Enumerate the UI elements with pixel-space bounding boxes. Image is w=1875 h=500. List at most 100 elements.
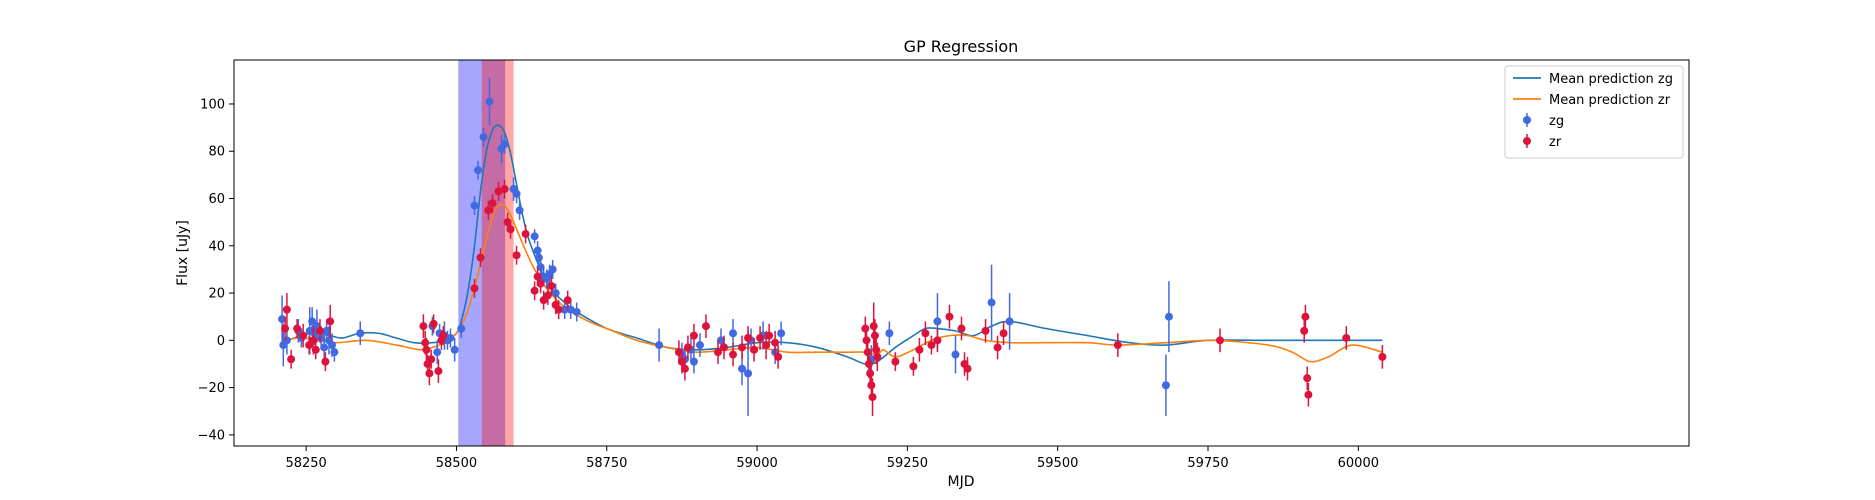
data-point xyxy=(1301,312,1310,321)
data-point xyxy=(439,331,448,340)
data-point xyxy=(717,336,726,345)
data-point xyxy=(500,185,509,194)
data-point xyxy=(695,341,704,350)
data-point xyxy=(868,393,877,402)
data-point xyxy=(427,355,436,364)
data-point xyxy=(1164,312,1173,321)
data-point xyxy=(566,305,575,314)
data-point xyxy=(863,348,872,357)
chart-title: GP Regression xyxy=(904,37,1019,56)
data-point xyxy=(1161,381,1170,390)
data-point xyxy=(450,345,459,354)
data-point xyxy=(993,343,1002,352)
data-point xyxy=(476,253,485,262)
data-point xyxy=(311,345,320,354)
data-point xyxy=(674,348,683,357)
y-tick-label: 0 xyxy=(217,334,225,349)
x-axis-label: MJD xyxy=(948,474,975,490)
legend-box xyxy=(1504,65,1684,159)
data-point xyxy=(729,329,738,338)
legend: Mean prediction zg Mean prediction zr zg zr xyxy=(1504,65,1684,159)
data-point xyxy=(543,291,552,300)
x-tick-label: 58750 xyxy=(586,456,627,471)
data-point xyxy=(488,199,497,208)
data-point xyxy=(774,352,783,361)
shaded-region-2 xyxy=(481,60,514,446)
legend-swatch-zg xyxy=(1523,116,1531,124)
data-point xyxy=(1304,390,1313,399)
data-point xyxy=(655,341,664,350)
data-point xyxy=(470,284,479,293)
data-point xyxy=(425,369,434,378)
data-point xyxy=(282,305,291,314)
data-point xyxy=(915,345,924,354)
data-point xyxy=(729,350,738,359)
data-point xyxy=(933,336,942,345)
data-point xyxy=(551,289,560,298)
data-point xyxy=(326,317,335,326)
data-point xyxy=(315,326,324,335)
data-point xyxy=(515,206,524,215)
data-point xyxy=(500,140,509,149)
data-point xyxy=(503,218,512,227)
series-points-zg xyxy=(278,77,1173,416)
data-point xyxy=(434,367,443,376)
data-point xyxy=(1113,341,1122,350)
data-point xyxy=(765,331,774,340)
data-point xyxy=(945,312,954,321)
data-point xyxy=(981,326,990,335)
legend-label-mean-prediction-zr: Mean prediction zr xyxy=(1549,93,1671,108)
data-point xyxy=(293,324,302,333)
data-point xyxy=(563,296,572,305)
data-point xyxy=(330,348,339,357)
data-point xyxy=(867,381,876,390)
data-point xyxy=(909,362,918,371)
data-point xyxy=(536,279,545,288)
data-point xyxy=(963,364,972,373)
data-point xyxy=(933,317,942,326)
data-point xyxy=(720,343,729,352)
data-point xyxy=(446,333,455,342)
y-axis-label: Flux [uJy] xyxy=(175,220,191,286)
legend-label-mean-prediction-zg: Mean prediction zg xyxy=(1549,72,1673,87)
data-point xyxy=(533,272,542,281)
data-point xyxy=(421,338,430,347)
data-point xyxy=(885,329,894,338)
data-point xyxy=(864,359,873,368)
data-point xyxy=(521,229,530,238)
data-point xyxy=(762,341,771,350)
data-point xyxy=(534,253,543,262)
data-point xyxy=(479,133,488,142)
data-point xyxy=(470,201,479,210)
data-point xyxy=(999,329,1008,338)
legend-swatch-zr xyxy=(1523,137,1531,145)
data-point xyxy=(548,265,557,274)
y-tick-label: 60 xyxy=(208,192,225,207)
data-point xyxy=(870,331,879,340)
y-tick-label: 40 xyxy=(208,239,225,254)
data-point xyxy=(287,355,296,364)
x-tick-label: 60000 xyxy=(1338,456,1379,471)
data-point xyxy=(921,329,930,338)
data-point xyxy=(861,324,870,333)
plot-frame xyxy=(233,59,1690,447)
series-points xyxy=(278,77,1387,416)
data-point xyxy=(873,352,882,361)
y-tick-label: 20 xyxy=(208,287,225,302)
data-point xyxy=(987,298,996,307)
data-point xyxy=(433,348,442,357)
x-tick-label: 59250 xyxy=(887,456,928,471)
data-point xyxy=(677,357,686,366)
legend-label-zr: zr xyxy=(1549,135,1562,150)
data-point xyxy=(429,319,438,328)
data-point xyxy=(484,206,493,215)
data-point xyxy=(512,189,521,198)
data-point xyxy=(957,324,966,333)
data-point xyxy=(530,232,539,241)
data-point xyxy=(485,97,494,106)
data-point xyxy=(512,251,521,260)
data-point xyxy=(713,348,722,357)
data-point xyxy=(683,343,692,352)
x-tick-label: 59500 xyxy=(1037,456,1078,471)
